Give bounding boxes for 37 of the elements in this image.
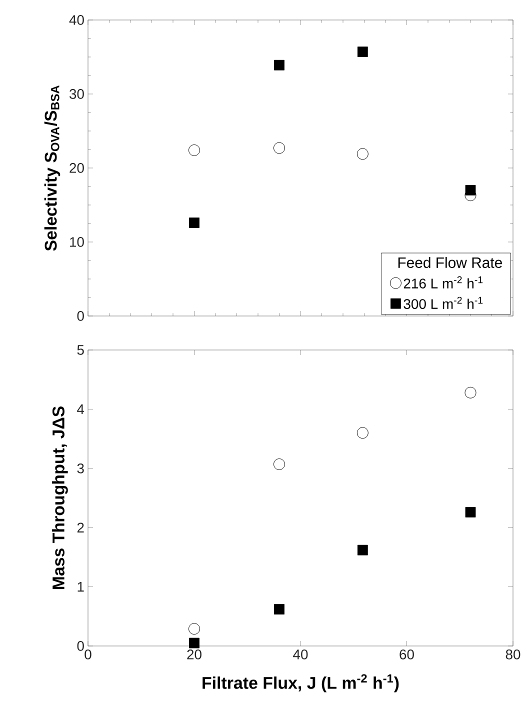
point [465, 507, 476, 518]
y-tick-label: 0 [77, 311, 84, 321]
x-tick-label: 60 [400, 650, 414, 660]
x-tick-label: 0 [84, 650, 92, 660]
y-tick-label: 4 [77, 404, 84, 414]
point [274, 458, 285, 470]
y-tick-label: 0 [77, 641, 84, 651]
point [274, 142, 285, 154]
y-tick-label: 5 [77, 345, 84, 355]
point [356, 148, 368, 160]
point [357, 46, 368, 58]
y-tick-label: 30 [70, 89, 84, 99]
x-tick-label: 80 [506, 650, 520, 660]
point [189, 638, 200, 648]
y-axis-title: Selectivity S$_{OVA}$/S$_{BSA}$ [44, 85, 60, 251]
point [274, 60, 284, 70]
legend-title: Feed Flow Rate [398, 257, 502, 268]
point [465, 184, 476, 196]
y-tick-label: 3 [77, 463, 84, 474]
point [356, 427, 368, 439]
point [274, 604, 284, 614]
y-tick-label: 40 [69, 15, 84, 25]
y-axis-title: Mass Throughput, JΔS [52, 406, 68, 590]
y-tick-label: 1 [78, 582, 84, 592]
legend-label: 216 L m$^{-2}$ h$^{-1}$ [404, 276, 483, 288]
point [188, 623, 200, 635]
x-axis-title: Filtrate Flux, J (L m$^{-2}$ h$^{-1}$) [202, 674, 399, 692]
x-tick-label: 40 [293, 650, 308, 660]
point [188, 144, 200, 156]
point [357, 544, 368, 556]
point [464, 386, 476, 398]
x-tick-label: 20 [187, 650, 202, 660]
y-tick-label: 10 [70, 237, 84, 247]
point [189, 218, 200, 228]
y-tick-label: 2 [77, 522, 84, 532]
legend-label: 300 L m$^{-2}$ h$^{-1}$ [404, 296, 483, 309]
y-tick-label: 20 [70, 163, 84, 173]
